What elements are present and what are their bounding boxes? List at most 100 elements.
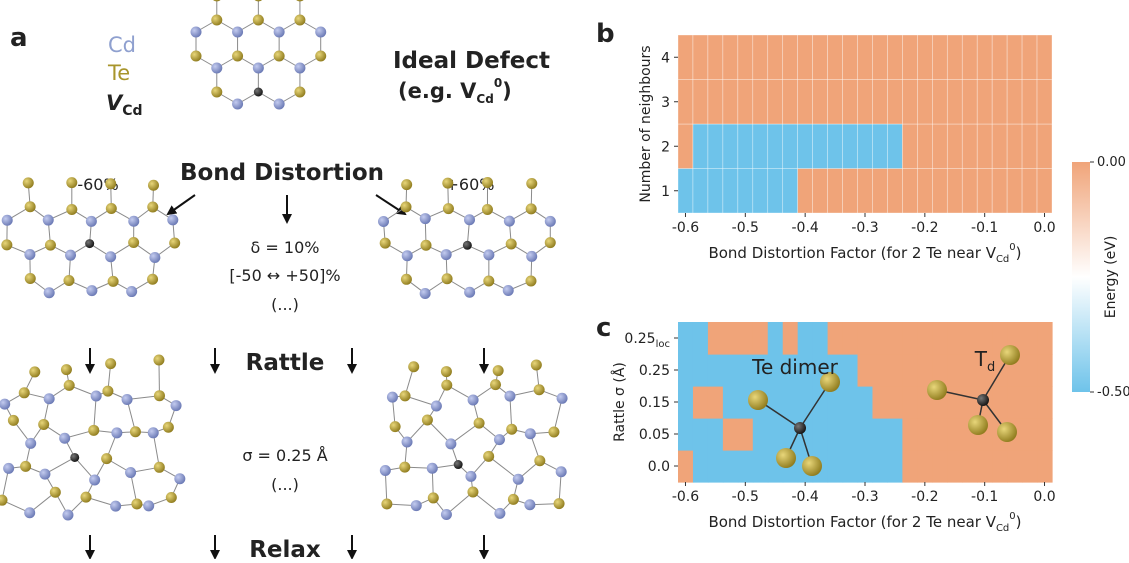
heatmap-cell (768, 169, 783, 214)
atom (400, 390, 411, 401)
atom (211, 0, 222, 2)
heatmap-cell (678, 386, 694, 419)
example-sup: 0 (494, 76, 502, 90)
heatmap-cell (768, 418, 784, 451)
atom (443, 203, 454, 214)
atom (421, 240, 432, 251)
heatmap-cell (947, 169, 962, 214)
heatmap-cell (858, 322, 874, 355)
heatmap-cell (872, 418, 888, 451)
atom (44, 287, 55, 298)
x-tick-label: -0.4 (791, 489, 818, 505)
heatmap-cell (962, 450, 978, 483)
heatmap-cell (828, 124, 843, 169)
heatmap-cell (858, 35, 873, 80)
heatmap-cell (962, 80, 977, 125)
atom (91, 391, 102, 402)
atom (88, 425, 99, 436)
x-axis-label-end: ) (1016, 244, 1022, 262)
atom (154, 462, 165, 473)
heatmap-cell (1022, 418, 1038, 451)
atom (387, 392, 398, 403)
heatmap-cell (723, 124, 738, 169)
atom (38, 419, 49, 430)
atom (401, 179, 412, 190)
x-axis-label: Bond Distortion Factor (for 2 Te near VC… (708, 511, 1021, 534)
y-tick-label: 2 (661, 139, 670, 155)
heatmap-cell (768, 322, 784, 355)
colorbar (1072, 162, 1090, 392)
atom (59, 433, 70, 444)
x-tick-label: -0.5 (732, 489, 759, 505)
heatmap-cell (783, 124, 798, 169)
molecule-atom (968, 415, 988, 435)
step-note: δ = 10% (251, 238, 320, 257)
heatmap-cell (858, 386, 874, 419)
atom (525, 428, 536, 439)
atom (61, 364, 72, 375)
atom (294, 87, 305, 98)
step-note: (...) (271, 295, 299, 314)
atom (50, 487, 61, 498)
atom (441, 366, 452, 377)
heatmap-cell (872, 450, 888, 483)
heatmap-cell (1022, 386, 1038, 419)
heatmap-cell (902, 80, 917, 125)
heatmap-cell (693, 418, 709, 451)
heatmap-cell (738, 80, 753, 125)
step-title: Bond Distortion (180, 160, 384, 186)
heatmap-cell (902, 169, 917, 214)
heatmap-cell (768, 35, 783, 80)
heatmap-cell (753, 322, 769, 355)
heatmap-cell (813, 80, 828, 125)
atom (153, 355, 164, 366)
heatmap-cell (872, 80, 887, 125)
heatmap-cell (932, 418, 948, 451)
atom (149, 252, 160, 263)
heatmap-cell (872, 169, 887, 214)
atom (380, 465, 391, 476)
atom (557, 393, 568, 404)
atom (428, 492, 439, 503)
heatmap-cell (693, 386, 709, 419)
atom (101, 453, 112, 464)
atom (274, 27, 285, 38)
heatmap-cell (947, 450, 963, 483)
heatmap-cell (678, 450, 694, 483)
heatmap-cell (962, 124, 977, 169)
atom (545, 216, 556, 227)
heatmap-cell (708, 169, 723, 214)
molecule-center (794, 422, 806, 434)
heatmap-cell (917, 169, 932, 214)
heatmap-cell (678, 354, 694, 387)
x-tick-label: -0.3 (851, 220, 878, 236)
atom (554, 498, 565, 509)
heatmap-cell (708, 354, 724, 387)
heatmap-cell (992, 124, 1007, 169)
heatmap-cell (902, 124, 917, 169)
heatmap-cell (1037, 354, 1053, 387)
atom (441, 380, 452, 391)
atom (232, 27, 243, 38)
heatmap-cell (992, 35, 1007, 80)
y-tick-label-text: 0.25 (624, 331, 655, 347)
heatmap-cell (932, 169, 947, 214)
annotation-text: T (974, 347, 988, 371)
example: (e.g. VCd0) (398, 76, 512, 106)
lattice (0, 355, 185, 521)
atom (70, 453, 79, 462)
heatmap-cell (1037, 322, 1053, 355)
heatmap-cell (858, 169, 873, 214)
heatmap-cell (813, 418, 829, 451)
example-end: ) (502, 79, 512, 103)
molecule-atom (802, 456, 822, 476)
x-tick-label: -0.4 (791, 220, 818, 236)
atom (110, 501, 121, 512)
heatmap-cell (1022, 124, 1037, 169)
atom (39, 469, 50, 480)
y-tick-label: 0.05 (639, 427, 670, 443)
x-tick-label: 0.0 (1033, 220, 1055, 236)
panel-label: c (596, 313, 611, 343)
atom (20, 461, 31, 472)
y-tick-label: 0.25loc (624, 331, 670, 350)
